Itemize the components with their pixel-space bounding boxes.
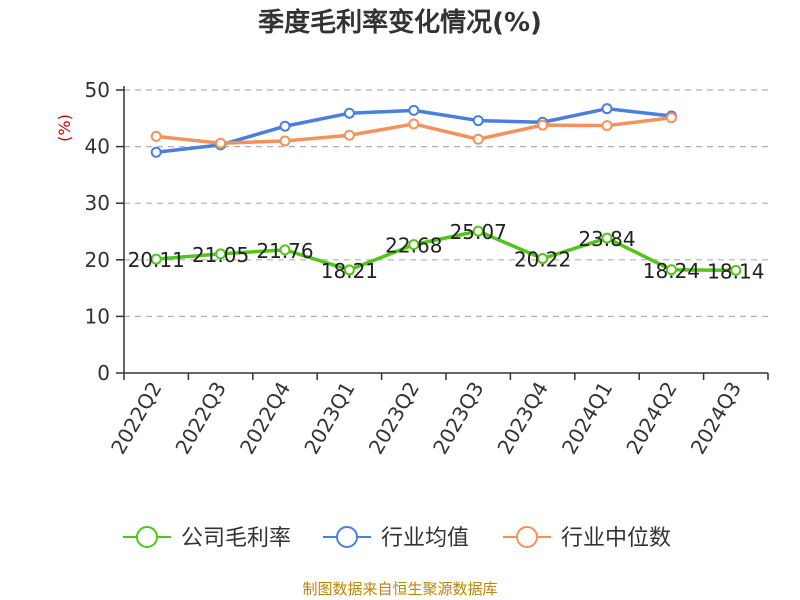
y-tick-label: 50 xyxy=(85,78,110,102)
data-point xyxy=(730,264,742,276)
data-point xyxy=(343,129,355,141)
data-point xyxy=(215,248,227,260)
y-tick-label: 40 xyxy=(85,135,110,159)
data-label: 21.05 xyxy=(192,243,249,267)
x-tick-label: 2023Q1 xyxy=(299,378,359,459)
legend-swatch-marker xyxy=(336,526,358,548)
data-label: 25.07 xyxy=(450,220,507,244)
legend: 公司毛利率 行业均值 行业中位数 xyxy=(123,526,671,551)
data-point xyxy=(279,244,291,256)
data-point xyxy=(150,130,162,142)
x-tick-label: 2023Q4 xyxy=(492,378,552,459)
series-layer xyxy=(150,103,742,276)
data-point xyxy=(150,253,162,265)
data-point xyxy=(343,107,355,119)
x-tick-label: 2023Q2 xyxy=(364,378,424,459)
data-point xyxy=(279,135,291,147)
data-label: 18.24 xyxy=(643,259,700,283)
data-point xyxy=(408,104,420,116)
x-tick-label: 2022Q4 xyxy=(235,378,295,459)
y-tick-label: 20 xyxy=(85,248,110,272)
data-label: 20.11 xyxy=(128,248,185,272)
data-point xyxy=(665,112,677,124)
data-point xyxy=(343,264,355,276)
data-point xyxy=(215,137,227,149)
data-labels: 20.11 21.05 21.76 18.21 22.68 25.07 20.22 23.84… xyxy=(128,220,765,283)
series-line-0 xyxy=(154,229,738,273)
data-point xyxy=(601,120,613,132)
data-point xyxy=(601,232,613,244)
legend-label: 公司毛利率 xyxy=(181,526,291,551)
legend-swatch-marker xyxy=(136,526,158,548)
data-label: 22.68 xyxy=(385,234,442,258)
data-point xyxy=(601,103,613,115)
data-point xyxy=(537,253,549,265)
data-label: 21.76 xyxy=(256,239,313,263)
gridlines xyxy=(124,89,768,317)
data-point xyxy=(408,239,420,251)
legend-label: 行业均值 xyxy=(381,526,469,551)
data-point xyxy=(472,225,484,237)
data-label: 23.84 xyxy=(578,227,635,251)
x-tick-label: 2023Q3 xyxy=(428,378,488,459)
data-point xyxy=(279,120,291,132)
data-point xyxy=(665,264,677,276)
data-label: 18.14 xyxy=(707,259,764,283)
data-point xyxy=(472,133,484,145)
x-tick-label: 2024Q2 xyxy=(621,378,681,459)
data-label: 20.22 xyxy=(514,248,571,272)
data-point xyxy=(472,115,484,127)
source-note: 制图数据来自恒生聚源数据库 xyxy=(302,580,497,598)
y-tick-label: 30 xyxy=(85,191,110,215)
y-tick-label: 0 xyxy=(97,361,110,385)
data-point xyxy=(537,119,549,131)
data-point xyxy=(408,118,420,130)
data-point xyxy=(150,146,162,158)
legend-swatch-marker xyxy=(516,526,538,548)
y-axis-label: (%) xyxy=(55,114,74,142)
x-tick-label: 2022Q3 xyxy=(170,378,230,459)
y-tick-label: 10 xyxy=(85,304,110,328)
x-tick-label: 2024Q3 xyxy=(686,378,746,459)
data-label: 18.21 xyxy=(321,259,378,283)
chart-title: 季度毛利率变化情况(%) xyxy=(258,7,542,38)
x-tick-label: 2022Q2 xyxy=(106,378,166,459)
legend-label: 行业中位数 xyxy=(561,526,671,551)
x-tick-label: 2024Q1 xyxy=(557,378,617,459)
